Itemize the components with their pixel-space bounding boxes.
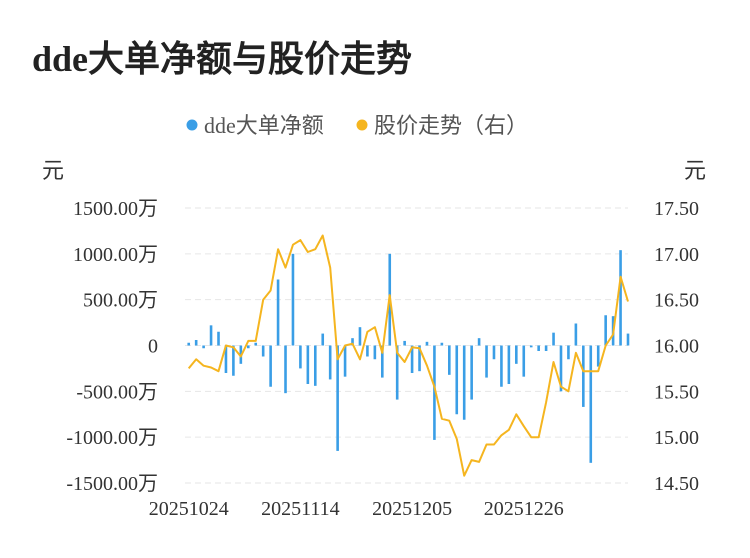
legend-marker-dde: [186, 119, 198, 131]
bar-dde: [507, 345, 511, 384]
bar-dde: [418, 345, 421, 372]
bar-dde: [552, 332, 555, 346]
bar-dde: [485, 345, 488, 378]
bar-dde: [440, 342, 444, 346]
x-tick-label: 20251226: [484, 498, 564, 520]
price-line: [187, 234, 629, 477]
bar-dde: [477, 338, 481, 346]
bar-dde: [500, 345, 503, 387]
bar-dde: [425, 341, 429, 346]
bar-dde: [321, 333, 325, 346]
bar-dde: [261, 345, 265, 357]
left-tick-label: 1000.00万: [73, 244, 158, 266]
bar-dde: [269, 345, 272, 387]
bar-dde: [336, 345, 339, 451]
right-axis-unit: 元: [684, 158, 706, 183]
bar-dde: [448, 345, 451, 375]
bar-dde: [343, 345, 347, 377]
left-axis-unit: 元: [42, 158, 64, 183]
bar-dde: [299, 345, 302, 369]
bar-dde: [596, 345, 600, 367]
bar-dde: [559, 345, 563, 392]
legend-label-price: 股价走势（右）: [374, 113, 528, 138]
bar-dde: [217, 331, 220, 346]
bar-dde: [582, 345, 585, 407]
left-tick-label: 500.00万: [83, 290, 158, 312]
left-tick-label: 1500.00万: [73, 198, 158, 220]
bar-dde: [470, 345, 473, 400]
bar-dde: [395, 345, 399, 400]
bar-dde: [544, 345, 548, 351]
right-tick-label: 15.50: [654, 381, 699, 403]
bar-dde: [358, 327, 362, 346]
bar-dde: [381, 345, 384, 378]
left-tick-label: 0: [148, 336, 158, 358]
bar-dde: [276, 279, 280, 346]
bar-dde: [574, 323, 578, 346]
bar-dde: [433, 345, 436, 440]
bar-dde: [187, 342, 191, 346]
bar-dde: [224, 345, 228, 373]
bar-dde: [626, 333, 630, 346]
bar-dde: [202, 345, 205, 349]
right-tick-label: 17.00: [654, 244, 699, 266]
x-tick-label: 20251114: [261, 498, 340, 520]
bar-dde: [328, 345, 332, 380]
right-tick-label: 14.50: [654, 473, 699, 495]
bar-dde: [522, 345, 526, 377]
x-tick-label: 20251024: [149, 498, 229, 520]
bar-dde: [604, 315, 607, 346]
bar-dde: [567, 345, 570, 360]
left-tick-label: -1500.00万: [66, 473, 158, 495]
bar-dde: [366, 345, 369, 357]
chart-title: dde大单净额与股价走势: [32, 39, 413, 79]
bar-dde: [515, 345, 518, 364]
bar-dde: [455, 345, 459, 415]
bar-dde: [351, 338, 354, 346]
right-tick-label: 15.00: [654, 427, 699, 449]
bar-dde: [313, 345, 317, 386]
legend-label-dde: dde大单净额: [204, 113, 324, 138]
left-tick-label: -500.00万: [76, 381, 158, 403]
bar-dde: [306, 345, 310, 384]
bar-dde: [403, 340, 406, 346]
bar-dde: [537, 345, 540, 351]
bar-dde: [492, 345, 496, 360]
bar-dde: [410, 345, 414, 373]
bar-dde: [209, 325, 213, 346]
bar-dde: [529, 345, 533, 348]
bar-dde: [246, 345, 250, 349]
bar-dde: [194, 340, 198, 346]
bar-dde: [373, 345, 377, 360]
x-tick-label: 20251205: [372, 498, 452, 520]
bar-dde: [284, 345, 287, 394]
right-tick-label: 16.50: [654, 290, 699, 312]
bar-dde: [619, 250, 622, 346]
legend-marker-price: [356, 119, 368, 131]
bar-dde: [254, 342, 258, 346]
right-tick-label: 17.50: [654, 198, 699, 220]
bar-dde: [462, 345, 466, 420]
bar-dde: [232, 345, 235, 376]
left-tick-label: -1000.00万: [66, 427, 158, 449]
bar-dde: [589, 345, 593, 463]
right-tick-label: 16.00: [654, 336, 699, 358]
bar-dde: [291, 253, 295, 346]
